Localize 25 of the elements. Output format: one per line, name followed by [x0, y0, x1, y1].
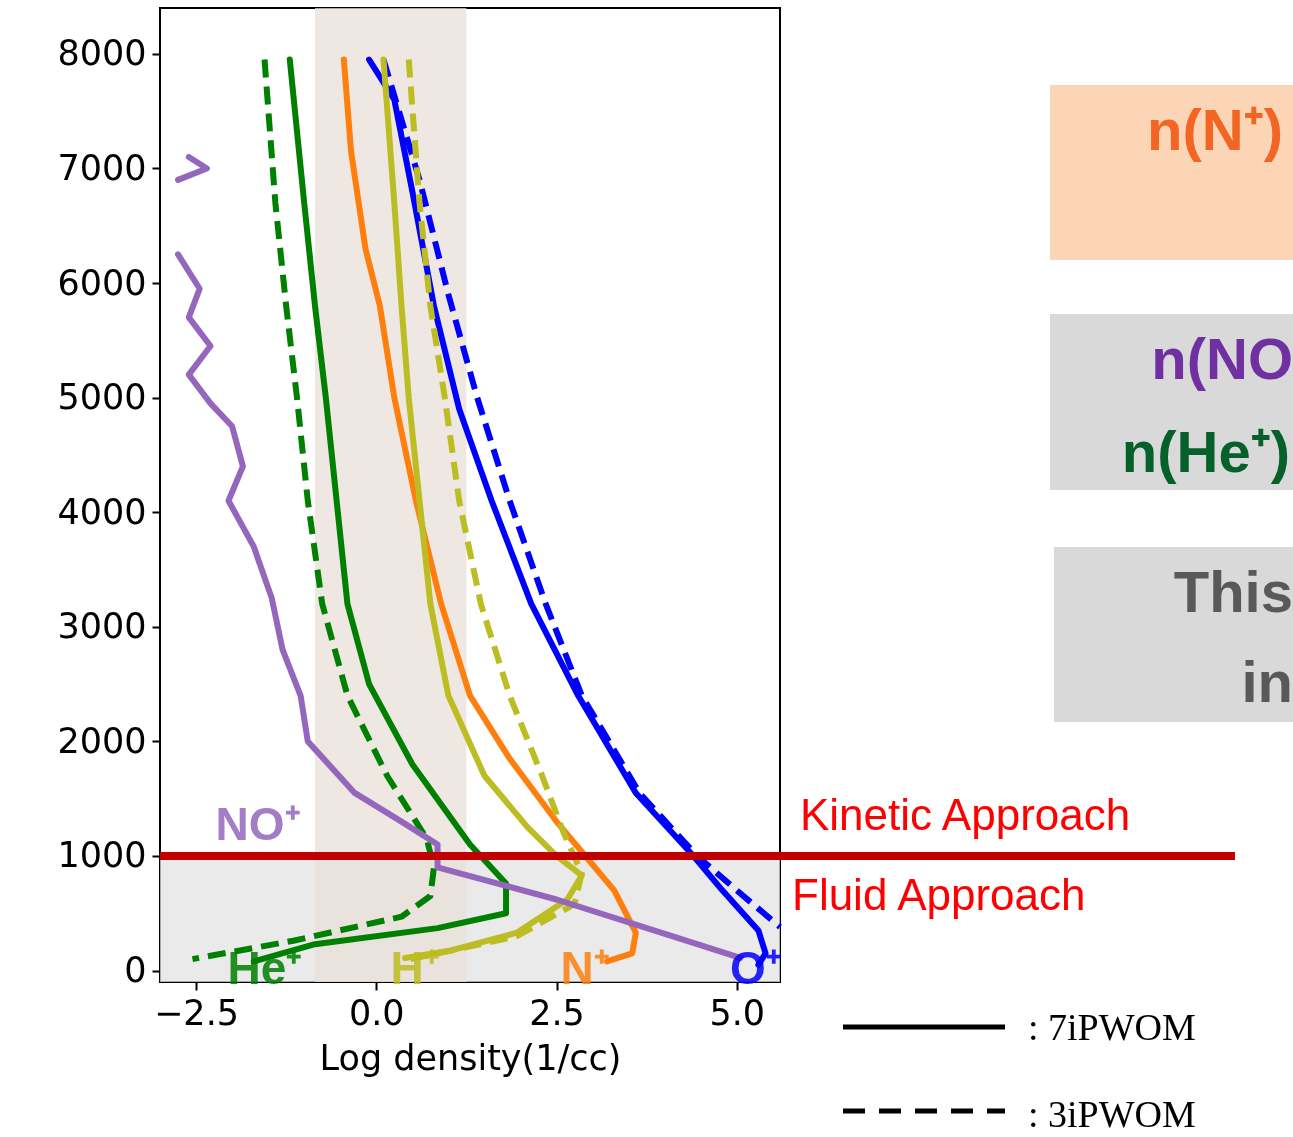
- text: n(N⁺): [1147, 96, 1283, 164]
- text: n(NO: [1151, 325, 1293, 392]
- text: in: [1241, 648, 1293, 715]
- x-tick-label: 5.0: [709, 992, 766, 1033]
- y-tick-label: 3000: [57, 606, 147, 647]
- y-tick-label: 8000: [57, 33, 147, 74]
- text: n(He⁺): [1121, 418, 1290, 486]
- ref-line-label: Kinetic Approach: [800, 790, 1131, 840]
- text: : 7iPWOM: [1028, 1005, 1196, 1049]
- text: This: [1173, 558, 1293, 625]
- band-label: Fluid Approach: [792, 870, 1086, 920]
- x-tick-label: 0.0: [348, 992, 405, 1033]
- x-axis-title: Log density(1/cc): [319, 1037, 622, 1078]
- series-label: N⁺: [560, 942, 610, 994]
- y-tick-label: 7000: [57, 147, 147, 188]
- series-label: NO⁺: [215, 798, 301, 850]
- text: : 3iPWOM: [1028, 1092, 1196, 1136]
- y-tick-label: 6000: [57, 262, 147, 303]
- x-tick-label: −2.5: [154, 992, 240, 1033]
- y-tick-label: 5000: [57, 377, 147, 418]
- x-tick-label: 2.5: [529, 992, 585, 1033]
- y-tick-label: 1000: [57, 835, 147, 876]
- y-tick-label: 0: [124, 950, 147, 991]
- y-tick-label: 4000: [57, 491, 147, 532]
- y-tick-label: 2000: [57, 720, 147, 761]
